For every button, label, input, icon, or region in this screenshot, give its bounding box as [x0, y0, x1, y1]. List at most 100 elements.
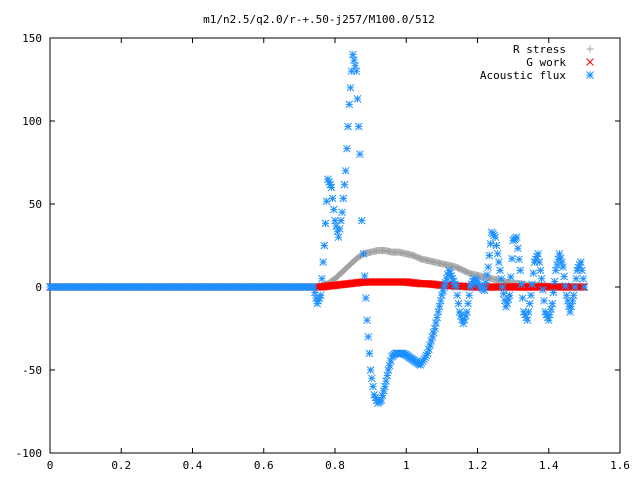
data-point	[337, 216, 345, 225]
data-point	[492, 241, 501, 250]
data-point	[528, 280, 536, 289]
data-point	[514, 244, 522, 253]
y-tick-label: 0	[35, 281, 42, 294]
data-point	[318, 274, 326, 283]
data-point	[485, 251, 494, 260]
data-point	[556, 254, 565, 263]
legend-label: R stress	[513, 43, 566, 56]
data-point	[517, 280, 526, 289]
data-point	[569, 291, 578, 300]
data-point	[365, 349, 374, 358]
data-point	[560, 272, 569, 281]
data-point	[561, 282, 570, 290]
y-axis: 150 100 50 0 -50 -100	[16, 32, 620, 460]
data-point	[385, 361, 394, 370]
data-point	[498, 283, 507, 291]
data-point	[384, 366, 393, 374]
data-point	[454, 299, 463, 308]
data-point	[579, 274, 588, 283]
data-point	[578, 266, 586, 275]
data-point	[359, 249, 368, 258]
data-point	[339, 194, 348, 203]
x-tick-label: 0.6	[254, 459, 274, 472]
data-point	[518, 294, 527, 302]
x-tick-label: 0.2	[111, 459, 131, 472]
data-point	[481, 278, 490, 287]
data-point	[327, 183, 336, 192]
data-point	[348, 50, 357, 59]
data-point	[465, 291, 474, 300]
data-point	[343, 144, 351, 153]
data-point	[572, 274, 580, 283]
x-axis: 0 0.2 0.4 0.6 0.8 1 1.2 1.4 1.6	[47, 38, 630, 472]
data-point	[328, 194, 337, 203]
x-tick-label: 1.2	[468, 459, 488, 472]
data-point	[346, 83, 355, 92]
data-point	[320, 241, 329, 250]
data-point	[335, 225, 344, 233]
data-point	[499, 289, 508, 298]
data-point	[559, 263, 567, 271]
series-layer	[46, 50, 589, 408]
data-point	[557, 258, 566, 267]
y-tick-label: -50	[22, 364, 42, 377]
data-point	[366, 366, 375, 374]
x-tick-label: 1.6	[610, 459, 630, 472]
data-point	[319, 258, 327, 266]
data-point	[548, 299, 557, 308]
data-point	[483, 270, 491, 279]
data-point	[322, 197, 331, 206]
data-point	[527, 291, 535, 300]
data-point	[538, 285, 547, 294]
data-point	[496, 266, 504, 275]
data-point	[364, 332, 373, 341]
x-tick-label: 1	[403, 459, 410, 472]
data-point	[525, 299, 534, 308]
data-point	[571, 283, 579, 291]
legend-label: Acoustic flux	[480, 69, 566, 82]
x-tick-label: 1.4	[539, 459, 559, 472]
data-point	[345, 100, 354, 109]
x-tick-label: 0	[47, 459, 54, 472]
y-tick-label: -100	[16, 447, 43, 460]
data-point	[453, 291, 462, 300]
x-tick-label: 0.8	[325, 459, 345, 472]
data-point	[508, 254, 516, 263]
data-point	[536, 266, 545, 275]
data-point	[550, 277, 559, 286]
data-point	[537, 274, 546, 283]
data-point	[484, 263, 493, 271]
data-point	[338, 208, 346, 217]
data-point	[331, 216, 339, 225]
data-point	[576, 258, 585, 266]
y-tick-label: 150	[22, 32, 42, 45]
data-point	[315, 294, 324, 302]
data-point	[493, 249, 502, 258]
data-point	[506, 273, 515, 281]
data-point	[495, 258, 503, 266]
data-point	[363, 316, 371, 325]
data-point	[360, 272, 369, 280]
data-point	[341, 166, 350, 175]
legend-label: G work	[526, 56, 566, 69]
data-point	[580, 283, 589, 291]
data-point	[354, 122, 363, 131]
data-point	[357, 216, 366, 225]
data-point	[462, 308, 471, 316]
y-tick-label: 50	[29, 198, 42, 211]
legend-marker	[586, 71, 594, 79]
data-point	[464, 299, 472, 308]
data-point	[321, 219, 330, 228]
x-tick-label: 0.4	[183, 459, 203, 472]
data-point	[371, 393, 380, 402]
chart-title: m1/n2.5/q2.0/r-+.50-j257/M100.0/512	[203, 13, 435, 26]
data-point	[486, 239, 495, 248]
data-point	[497, 274, 506, 283]
legend-marker	[586, 58, 594, 66]
data-point	[435, 302, 444, 311]
data-point	[377, 396, 386, 404]
data-point	[576, 283, 585, 291]
